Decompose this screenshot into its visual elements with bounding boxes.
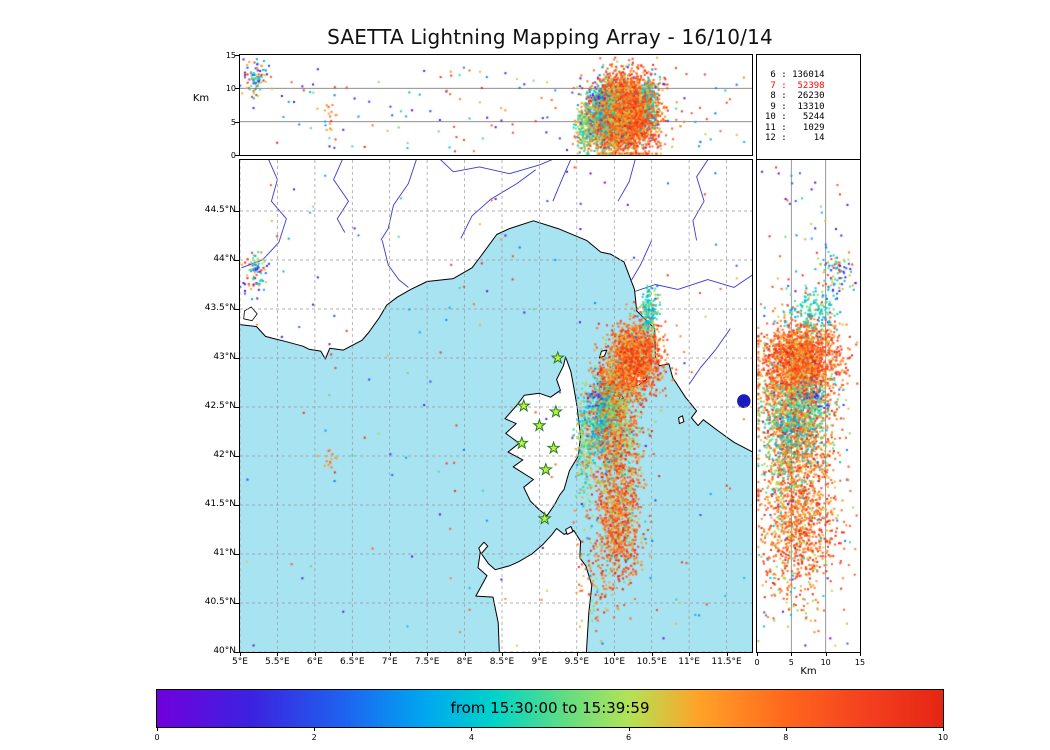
colorbar-time-label: from 15:30:00 to 15:39:59 xyxy=(450,699,650,717)
time-colorbar: from 15:30:00 to 15:39:59 xyxy=(156,689,944,728)
map-lat-tick-label: 41.5°N xyxy=(204,498,236,509)
colorbar-tick-label: 6 xyxy=(626,733,632,742)
tick-mark xyxy=(826,652,827,656)
station-count-row: 10 : 5244 xyxy=(765,112,825,122)
tick-mark xyxy=(235,358,239,359)
tick-mark xyxy=(235,309,239,310)
map-lat-tick-label: 40°N xyxy=(213,646,236,656)
station-count-row: 11 : 1029 xyxy=(765,122,825,133)
colorbar-tick-label: 4 xyxy=(468,733,474,742)
map-lon-tick-label: 9.5°E xyxy=(564,657,590,667)
tick-mark xyxy=(235,155,239,156)
tick-mark xyxy=(943,727,944,731)
tick-mark xyxy=(502,652,503,656)
tick-mark xyxy=(235,122,239,123)
right-panel-xtick-label: 0 xyxy=(754,658,760,667)
colorbar-tick-label: 0 xyxy=(154,733,160,742)
tick-mark xyxy=(235,407,239,408)
right-panel-xlabel: Km xyxy=(800,666,817,677)
map-lon-tick-label: 5°E xyxy=(232,657,248,667)
right-panel-xtick-label: 5 xyxy=(788,658,794,667)
altitude-vs-longitude-panel xyxy=(239,54,753,156)
map-lon-tick-label: 6°E xyxy=(306,657,323,667)
tick-mark xyxy=(471,727,472,731)
tick-mark xyxy=(390,652,391,656)
tick-mark xyxy=(757,652,758,656)
tick-mark xyxy=(465,652,466,656)
map-lon-tick-label: 5.5°E xyxy=(265,657,290,667)
tick-mark xyxy=(235,260,239,261)
tick-mark xyxy=(235,55,239,56)
station-count-row: 8 : 26230 xyxy=(765,91,825,101)
map-lat-tick-label: 43.5°N xyxy=(204,302,236,313)
tick-mark xyxy=(235,88,239,89)
map-lat-tick-label: 41°N xyxy=(213,547,236,558)
station-count-row: 9 : 13310 xyxy=(765,101,825,112)
station-count-row: 12 : 14 xyxy=(765,133,825,143)
map-lat-tick-label: 44.5°N xyxy=(204,204,236,215)
tick-mark xyxy=(240,652,241,656)
map-scatter-canvas xyxy=(240,160,752,652)
top-panel-ytick-label: 0 xyxy=(230,151,236,160)
tick-mark xyxy=(314,727,315,731)
page-title: SAETTA Lightning Mapping Array - 16/10/1… xyxy=(327,25,773,49)
altitude-latitude-scatter-canvas xyxy=(757,160,860,652)
tick-mark xyxy=(235,456,239,457)
tick-mark xyxy=(614,652,615,656)
tick-mark xyxy=(235,554,239,555)
map-lat-tick-label: 42°N xyxy=(213,449,236,460)
map-lon-tick-label: 7°E xyxy=(381,657,398,667)
top-panel-ylabel: Km xyxy=(192,93,210,104)
map-lon-tick-label: 8.5°E xyxy=(489,657,515,667)
tick-mark xyxy=(277,652,278,656)
tick-mark xyxy=(315,652,316,656)
tick-mark xyxy=(786,727,787,731)
tick-mark xyxy=(427,652,428,656)
tick-mark xyxy=(157,727,158,731)
map-lat-tick-label: 40.5°N xyxy=(204,596,236,607)
tick-mark xyxy=(727,652,728,656)
tick-mark xyxy=(689,652,690,656)
tick-mark xyxy=(791,652,792,656)
tick-mark xyxy=(235,505,239,506)
station-count-row: 7 : 52398 xyxy=(765,80,825,91)
map-lon-tick-label: 11.5°E xyxy=(711,657,742,667)
map-lat-tick-label: 42.5°N xyxy=(204,400,236,411)
map-lon-tick-label: 10.5°E xyxy=(636,657,667,667)
right-panel-xtick-label: 10 xyxy=(820,658,831,667)
map-lon-tick-label: 7.5°E xyxy=(414,657,440,667)
map-lon-tick-label: 10°E xyxy=(603,657,626,667)
map-lon-tick-label: 6.5°E xyxy=(340,657,365,667)
top-panel-ytick-label: 5 xyxy=(230,117,236,127)
map-lon-tick-label: 11°E xyxy=(678,657,700,667)
tick-mark xyxy=(629,727,630,731)
map-panel xyxy=(239,159,753,653)
map-lon-tick-label: 9°E xyxy=(531,657,548,667)
tick-mark xyxy=(539,652,540,656)
tick-mark xyxy=(235,211,239,212)
colorbar-tick-label: 2 xyxy=(311,733,317,742)
altitude-vs-latitude-panel xyxy=(756,159,861,653)
station-count-row: 6 : 136014 xyxy=(765,70,825,80)
tick-mark xyxy=(235,652,239,653)
tick-mark xyxy=(860,652,861,656)
altitude-longitude-scatter-canvas xyxy=(240,55,752,155)
right-panel-xtick-label: 15 xyxy=(854,658,866,667)
colorbar-tick-label: 8 xyxy=(783,733,789,742)
top-panel-ytick-label: 15 xyxy=(225,51,236,60)
station-count-panel: 6 : 136014 7 : 52398 8 : 26230 9 : 13310… xyxy=(756,54,861,171)
tick-mark xyxy=(577,652,578,656)
map-lon-tick-label: 8°E xyxy=(456,657,473,667)
colorbar-tick-label: 10 xyxy=(937,733,949,742)
tick-mark xyxy=(352,652,353,656)
tick-mark xyxy=(235,603,239,604)
tick-mark xyxy=(652,652,653,656)
map-lat-tick-label: 43°N xyxy=(213,351,236,362)
top-panel-ytick-label: 10 xyxy=(225,84,236,94)
map-lat-tick-label: 44°N xyxy=(213,253,236,264)
